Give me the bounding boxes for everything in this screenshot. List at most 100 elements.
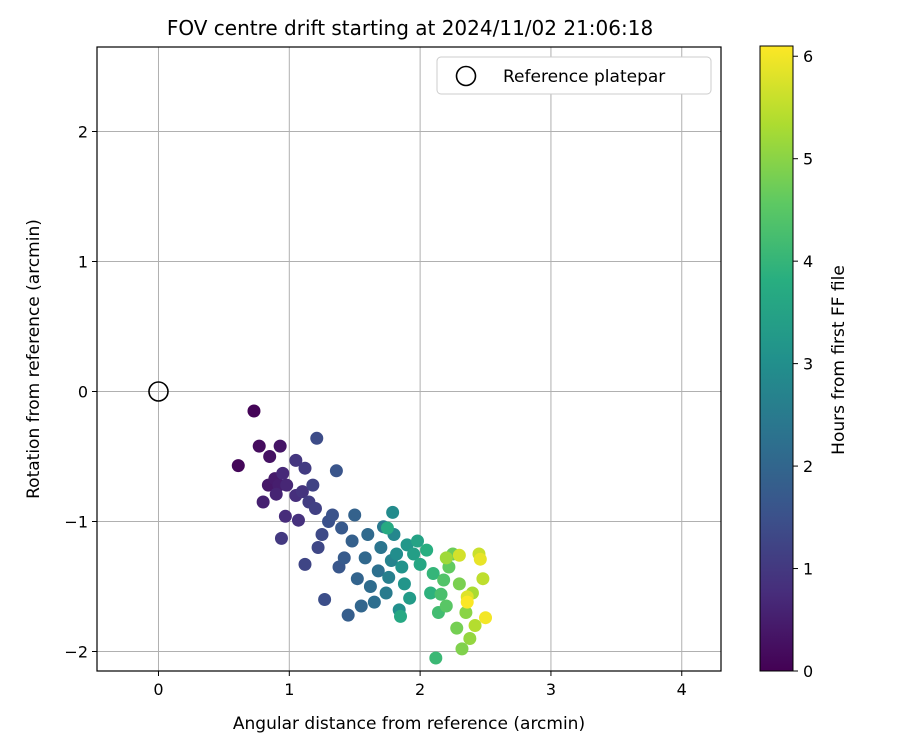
- colorbar-label: Hours from first FF file: [829, 265, 849, 455]
- data-point: [358, 551, 372, 565]
- plot-frame: [96, 46, 722, 672]
- x-tick-label: 0: [153, 680, 163, 699]
- data-point: [424, 586, 438, 600]
- data-point: [380, 521, 394, 535]
- legend-marker-icon: [455, 65, 477, 87]
- data-point: [256, 495, 270, 509]
- y-tick-label: 1: [78, 253, 88, 272]
- data-point: [280, 478, 294, 492]
- data-point: [460, 595, 474, 609]
- colorbar-tick-label: 3: [803, 355, 813, 374]
- data-point: [439, 551, 453, 565]
- data-point: [386, 505, 400, 519]
- data-point: [393, 609, 407, 623]
- data-point: [363, 580, 377, 593]
- data-point: [411, 534, 425, 548]
- data-point: [329, 464, 343, 478]
- data-point: [247, 404, 261, 418]
- data-point: [382, 570, 396, 584]
- data-point: [395, 560, 409, 574]
- chart-title: FOV centre drift starting at 2024/11/02 …: [167, 16, 653, 40]
- x-tick-label: 3: [546, 680, 556, 699]
- data-point: [348, 508, 362, 522]
- data-point: [371, 564, 385, 578]
- data-point: [407, 547, 421, 561]
- data-point: [298, 461, 312, 475]
- data-point: [269, 487, 283, 501]
- data-point: [308, 502, 322, 515]
- data-point: [298, 557, 312, 571]
- data-point: [310, 431, 324, 445]
- colorbar-tick-label: 6: [803, 47, 813, 66]
- colorbar-tick-label: 1: [803, 560, 813, 579]
- data-point: [420, 543, 434, 557]
- data-point: [318, 593, 332, 606]
- data-point: [439, 599, 453, 613]
- data-points: [231, 404, 493, 665]
- data-point: [397, 577, 411, 591]
- data-point: [413, 557, 427, 571]
- data-point: [337, 551, 351, 565]
- x-axis-label: Angular distance from reference (arcmin): [233, 714, 585, 734]
- y-tick-label: 2: [78, 123, 88, 142]
- data-point: [452, 548, 466, 562]
- data-point: [273, 439, 287, 453]
- data-point: [434, 587, 448, 601]
- data-point: [437, 573, 451, 587]
- data-point: [295, 485, 309, 499]
- colorbar-ticks: 0 1 2 3 4 5 6: [793, 47, 813, 681]
- data-point: [335, 521, 349, 535]
- data-point: [361, 528, 375, 541]
- legend-entry-label: Reference platepar: [503, 67, 665, 87]
- data-point: [276, 466, 290, 480]
- data-point: [476, 572, 490, 586]
- data-point: [311, 541, 325, 554]
- data-point: [400, 538, 414, 552]
- x-tick-label: 4: [677, 680, 687, 699]
- colorbar: 0 1 2 3 4 5 6 Hours from first FF file: [759, 45, 849, 681]
- data-point: [468, 619, 482, 632]
- data-point: [315, 528, 329, 541]
- data-point: [374, 541, 388, 554]
- data-point: [459, 606, 473, 619]
- y-tick-label: −2: [64, 643, 88, 662]
- data-point: [291, 513, 305, 527]
- data-point: [289, 453, 303, 467]
- data-point: [426, 567, 440, 580]
- legend-box: [436, 56, 712, 95]
- data-point: [278, 509, 292, 523]
- x-axis-ticks: 0 1 2 3 4: [153, 671, 687, 699]
- data-point: [263, 450, 277, 463]
- colorbar-gradient: [759, 45, 794, 672]
- data-point: [450, 621, 464, 635]
- y-axis-label: Rotation from reference (arcmin): [24, 219, 44, 499]
- legend: Reference platepar: [436, 56, 712, 95]
- data-point: [429, 651, 443, 665]
- grid-lines: [97, 47, 721, 671]
- x-tick-label: 1: [284, 680, 294, 699]
- data-point: [452, 577, 466, 591]
- data-point: [479, 611, 493, 625]
- data-point: [463, 632, 477, 645]
- colorbar-tick-label: 4: [803, 252, 813, 271]
- data-point: [367, 595, 381, 609]
- x-tick-label: 2: [415, 680, 425, 699]
- data-point: [354, 599, 368, 613]
- colorbar-tick-label: 0: [803, 662, 813, 681]
- data-point: [379, 586, 393, 600]
- y-tick-label: −1: [64, 513, 88, 532]
- data-point: [455, 642, 469, 656]
- data-point: [231, 459, 245, 473]
- data-point: [390, 547, 404, 561]
- colorbar-tick-label: 2: [803, 457, 813, 476]
- data-point: [350, 572, 364, 586]
- data-point: [345, 534, 359, 548]
- data-point: [473, 552, 487, 566]
- data-point: [252, 439, 266, 453]
- data-point: [403, 591, 417, 605]
- data-point: [341, 608, 355, 622]
- reference-platepar-marker: [148, 381, 169, 402]
- data-point: [306, 478, 320, 492]
- data-point: [325, 508, 339, 522]
